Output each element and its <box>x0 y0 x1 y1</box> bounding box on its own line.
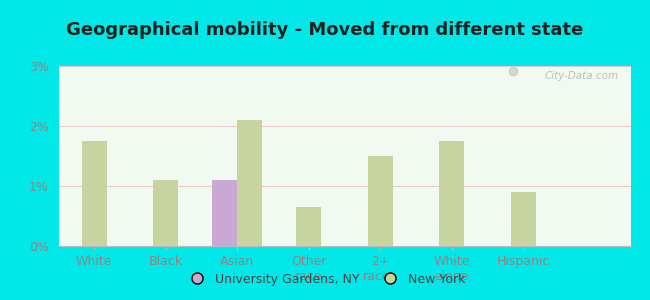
Bar <box>296 207 321 246</box>
Text: City-Data.com: City-Data.com <box>545 71 619 81</box>
Bar <box>237 120 262 246</box>
Text: Geographical mobility - Moved from different state: Geographical mobility - Moved from diffe… <box>66 21 584 39</box>
Legend: University Gardens, NY, New York: University Gardens, NY, New York <box>179 268 471 291</box>
Bar <box>368 156 393 246</box>
Bar <box>212 180 237 246</box>
Bar <box>153 180 178 246</box>
Bar <box>439 141 464 246</box>
Bar <box>511 192 536 246</box>
Bar <box>82 141 107 246</box>
